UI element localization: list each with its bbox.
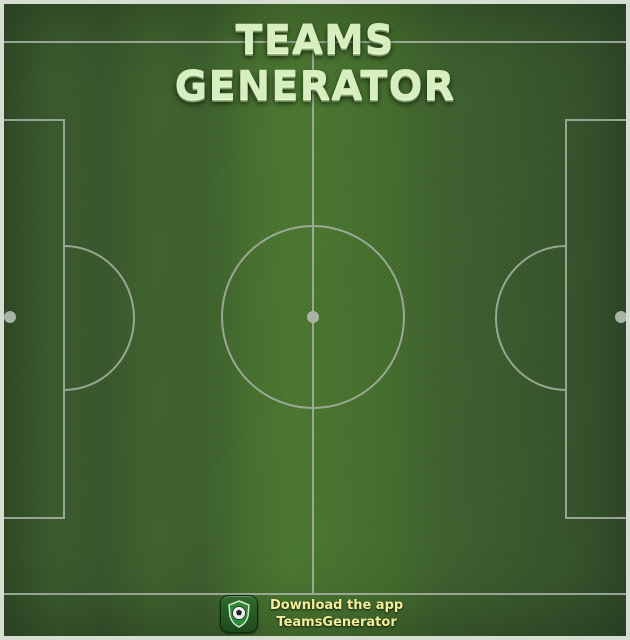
app-name: TeamsGenerator: [276, 615, 397, 630]
left-penalty-spot: [4, 311, 16, 323]
shield-soccer-ball-icon[interactable]: [220, 595, 258, 633]
download-text[interactable]: Download the app TeamsGenerator: [270, 597, 403, 631]
download-app-banner[interactable]: Download the app TeamsGenerator: [220, 594, 403, 634]
download-label: Download the app: [270, 598, 404, 613]
title-line-teams: TEAMS: [235, 17, 395, 63]
soccer-pitch: [4, 4, 626, 636]
left-penalty-area: [4, 119, 65, 519]
center-circle: [221, 225, 405, 409]
pitch-markings: [4, 41, 626, 595]
right-penalty-area: [565, 119, 626, 519]
right-penalty-spot: [615, 311, 626, 323]
center-spot: [307, 311, 319, 323]
right-penalty-arc: [495, 245, 567, 391]
title-line-generator: GENERATOR: [174, 63, 456, 109]
left-penalty-arc: [63, 245, 135, 391]
